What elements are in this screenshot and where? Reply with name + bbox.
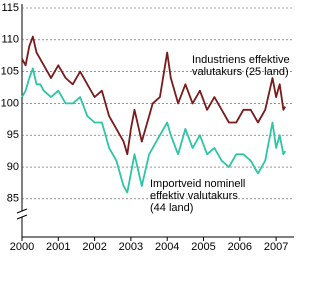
axis-break-gap <box>17 211 27 217</box>
x-tick-label: 2002 <box>82 241 106 253</box>
annotation: effektiv valutakurs <box>150 190 238 202</box>
x-tick-label: 2005 <box>191 241 215 253</box>
axis-break <box>16 208 28 214</box>
x-tick-label: 2001 <box>46 241 70 253</box>
x-tick-label: 2007 <box>264 241 288 253</box>
x-tick-label: 2000 <box>10 241 34 253</box>
axis-break <box>16 214 28 220</box>
annotation: valutakurs (25 land) <box>192 66 289 78</box>
x-tick-label: 2003 <box>119 241 143 253</box>
y-tick-label: 95 <box>7 129 19 141</box>
series-line <box>21 67 286 194</box>
y-tick-label: 105 <box>1 66 19 78</box>
y-tick-label: 85 <box>7 193 19 205</box>
annotation: Industriens effektive <box>192 54 290 66</box>
x-tick-label: 2004 <box>155 241 179 253</box>
y-tick-label: 110 <box>1 34 19 46</box>
series-line <box>21 35 286 156</box>
chart: 85 90 95 100 105 110 115 2000 2001 2002 2003 2004 20… <box>1 2 294 253</box>
annotation: Importveid nominell <box>150 178 245 190</box>
y-tick-label: 115 <box>1 2 19 14</box>
y-tick-label: 100 <box>1 97 19 109</box>
annotation: (44 land) <box>150 202 193 214</box>
x-tick-label: 2006 <box>228 241 252 253</box>
y-tick-label: 90 <box>7 161 19 173</box>
